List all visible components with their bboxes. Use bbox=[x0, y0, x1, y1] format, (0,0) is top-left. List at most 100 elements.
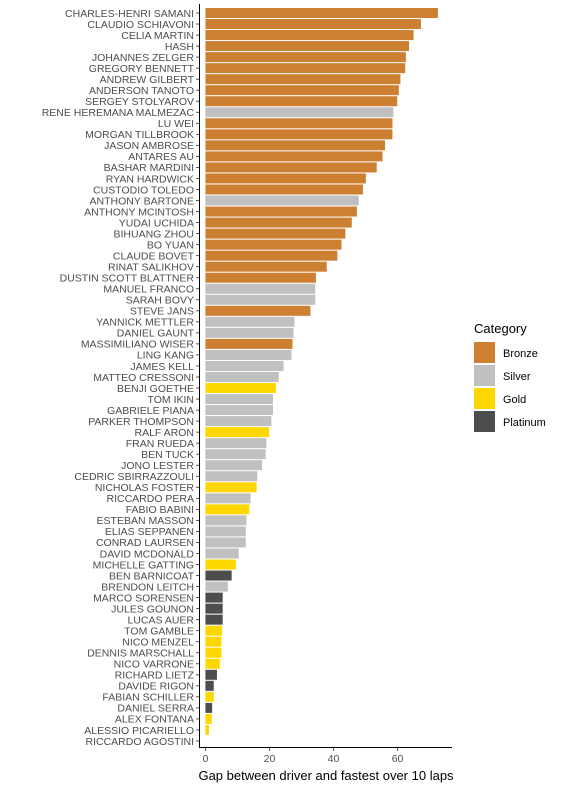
bar bbox=[205, 217, 352, 228]
bar bbox=[205, 206, 357, 217]
legend-label: Gold bbox=[503, 394, 526, 406]
bar bbox=[205, 96, 398, 107]
y-tick-label: CLAUDIO SCHIAVONI bbox=[87, 19, 194, 31]
y-tick-label: RENE HEREMANA MALMEZAC bbox=[42, 107, 195, 119]
y-tick-label: HASH bbox=[165, 41, 194, 53]
y-tick-label: RICCARDO PERA bbox=[106, 493, 194, 505]
bar bbox=[205, 338, 293, 349]
bar bbox=[205, 647, 222, 658]
y-tick-label: ALEX FONTANA bbox=[115, 714, 194, 726]
y-tick-label: JASON AMBROSE bbox=[104, 140, 194, 152]
y-tick-label: ESTEBAN MASSON bbox=[97, 515, 194, 527]
bar bbox=[205, 63, 406, 74]
y-tick-label: LUCAS AUER bbox=[127, 614, 194, 626]
bar bbox=[205, 85, 399, 96]
legend-key bbox=[474, 411, 495, 432]
y-tick-label: DUSTIN SCOTT BLATTNER bbox=[60, 273, 195, 285]
bar bbox=[205, 636, 222, 647]
y-tick-label: RICHARD LIETZ bbox=[115, 670, 195, 682]
y-tick-label: GABRIELE PIANA bbox=[107, 405, 194, 417]
y-tick-label: ANTARES AU bbox=[128, 151, 194, 163]
y-tick-label: STEVE JANS bbox=[130, 306, 194, 318]
bar bbox=[205, 294, 316, 305]
y-tick-label: GREGORY BENNETT bbox=[89, 63, 195, 75]
y-tick-label: MORGAN TILLBROOK bbox=[85, 129, 194, 141]
y-tick-label: RALF ARON bbox=[134, 427, 194, 439]
y-tick-label: DANIEL GAUNT bbox=[117, 328, 195, 340]
bar bbox=[205, 272, 316, 283]
bar bbox=[205, 140, 386, 151]
bar bbox=[205, 327, 294, 338]
y-tick-label: BRENDON LEITCH bbox=[101, 581, 194, 593]
y-tick-label: MATTEO CRESSONI bbox=[93, 372, 194, 384]
y-tick-label: DAVID MCDONALD bbox=[100, 548, 195, 560]
y-tick-label: ANDERSON TANOTO bbox=[89, 85, 194, 97]
y-tick-label: DAVIDE RIGON bbox=[118, 681, 194, 693]
bar bbox=[205, 559, 236, 570]
bar bbox=[205, 349, 292, 360]
y-tick-label: ANTHONY MCINTOSH bbox=[84, 206, 194, 218]
bar bbox=[205, 625, 223, 636]
y-tick-label: CELIA MARTIN bbox=[121, 30, 194, 42]
y-tick-label: TOM GAMBLE bbox=[124, 625, 194, 637]
legend-label: Platinum bbox=[503, 417, 546, 429]
bar bbox=[205, 261, 327, 272]
y-tick-label: JAMES KELL bbox=[130, 361, 194, 373]
y-tick-label: CLAUDE BOVET bbox=[113, 250, 195, 262]
bar bbox=[205, 383, 276, 394]
y-tick-label: JONO LESTER bbox=[121, 460, 194, 472]
y-tick-label: FRAN RUEDA bbox=[126, 438, 194, 450]
legend-title: Category bbox=[474, 321, 527, 336]
bar bbox=[205, 680, 214, 691]
bar bbox=[205, 570, 232, 581]
bar bbox=[205, 702, 213, 713]
bar bbox=[205, 548, 239, 559]
bar bbox=[205, 482, 257, 493]
y-tick-label: BENJI GOETHE bbox=[117, 383, 194, 395]
bar bbox=[205, 691, 214, 702]
y-tick-label: CHARLES-HENRI SAMANI bbox=[65, 8, 194, 20]
bar bbox=[205, 30, 414, 41]
bar bbox=[205, 371, 279, 382]
y-tick-label: RICCARDO AGOSTINI bbox=[85, 736, 194, 748]
legend-label: Bronze bbox=[503, 348, 538, 360]
x-tick-label: 60 bbox=[392, 753, 404, 765]
y-tick-label: ANTHONY BARTONE bbox=[90, 195, 194, 207]
bar bbox=[205, 537, 246, 548]
bar bbox=[205, 394, 273, 405]
bar bbox=[205, 658, 220, 669]
y-tick-label: RYAN HARDWICK bbox=[106, 173, 194, 185]
y-tick-label: NICO VARRONE bbox=[114, 659, 194, 671]
bar bbox=[205, 504, 250, 515]
y-tick-label: CONRAD LAURSEN bbox=[96, 537, 194, 549]
y-tick-label: JULES GOUNON bbox=[111, 603, 194, 615]
y-tick-label: DANIEL SERRA bbox=[117, 703, 194, 715]
bar bbox=[205, 129, 393, 140]
bar bbox=[205, 515, 247, 526]
legend-label: Silver bbox=[503, 371, 531, 383]
y-tick-label: BASHAR MARDINI bbox=[104, 162, 194, 174]
legend: Category Bronze Silver Gold Platinum bbox=[474, 321, 546, 432]
bar bbox=[205, 162, 377, 173]
y-tick-label: ALESSIO PICARIELLO bbox=[84, 725, 194, 737]
legend-key bbox=[474, 388, 495, 409]
bar bbox=[205, 471, 258, 482]
y-tick-label: PARKER THOMPSON bbox=[88, 416, 194, 428]
bar bbox=[205, 416, 272, 427]
y-tick-label: BO YUAN bbox=[147, 239, 194, 251]
bar bbox=[205, 405, 273, 416]
bar bbox=[205, 283, 316, 294]
legend-key bbox=[474, 365, 495, 386]
x-tick-label: 0 bbox=[202, 753, 208, 765]
bar bbox=[205, 316, 295, 327]
bar bbox=[205, 427, 270, 438]
bar bbox=[205, 614, 223, 625]
y-tick-label: FABIO BABINI bbox=[126, 504, 194, 516]
y-tick-label: YUDAI UCHIDA bbox=[119, 217, 194, 229]
x-tick-label: 40 bbox=[328, 753, 340, 765]
bar bbox=[205, 713, 212, 724]
y-tick-label: DENNIS MARSCHALL bbox=[87, 648, 194, 660]
bar bbox=[205, 493, 251, 504]
legend-key bbox=[474, 342, 495, 363]
